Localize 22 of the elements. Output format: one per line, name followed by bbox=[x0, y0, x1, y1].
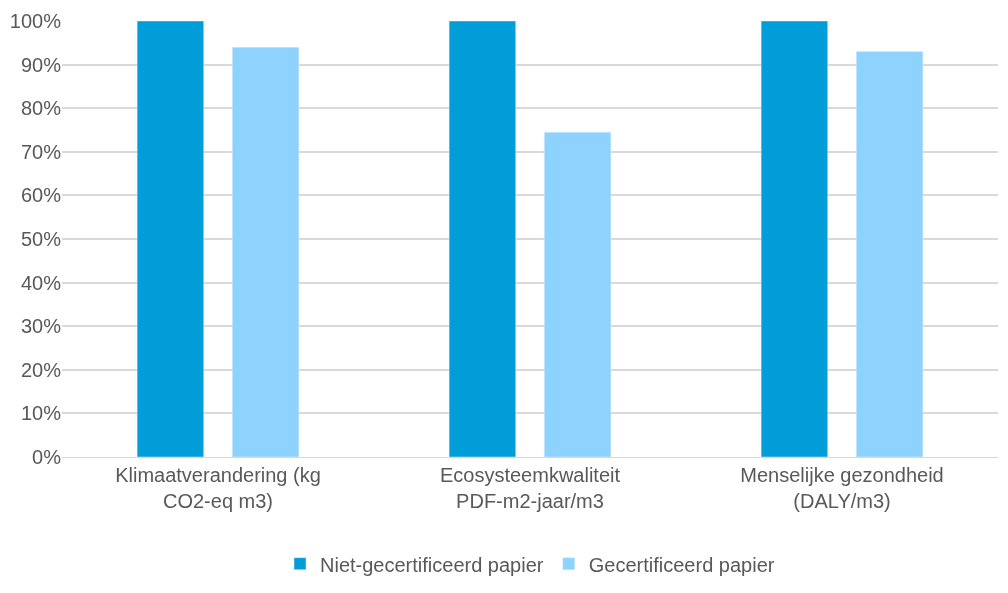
legend-label: Gecertificeerd papier bbox=[588, 553, 775, 576]
legend-label: Niet-gecertificeerd papier bbox=[320, 553, 544, 576]
y-tick-label: 20% bbox=[20, 358, 62, 381]
y-tick-label: 0% bbox=[32, 446, 62, 468]
y-tick-label: 80% bbox=[20, 97, 62, 120]
x-tick-label: Ecosysteemkwaliteit PDF-m2-jaar/m3 bbox=[439, 464, 621, 512]
y-tick-label: 50% bbox=[20, 228, 62, 250]
bar bbox=[448, 21, 516, 457]
bar bbox=[544, 131, 612, 457]
bar bbox=[136, 21, 204, 457]
y-tick-label: 60% bbox=[20, 184, 62, 207]
y-tick-label: 100% bbox=[9, 10, 62, 32]
bar bbox=[856, 51, 924, 457]
bar bbox=[760, 21, 828, 457]
x-tick-label: Menselijke gezondheid (DALY/m3) bbox=[740, 464, 944, 512]
y-tick-label: 10% bbox=[20, 402, 62, 425]
y-tick-label: 40% bbox=[20, 271, 62, 294]
bar bbox=[232, 46, 300, 457]
y-tick-label: 30% bbox=[20, 315, 62, 338]
x-tick-label: Klimaatverandering (kg CO2-eq m3) bbox=[115, 464, 321, 512]
y-tick-label: 70% bbox=[20, 140, 62, 163]
y-tick-label: 90% bbox=[20, 53, 62, 76]
